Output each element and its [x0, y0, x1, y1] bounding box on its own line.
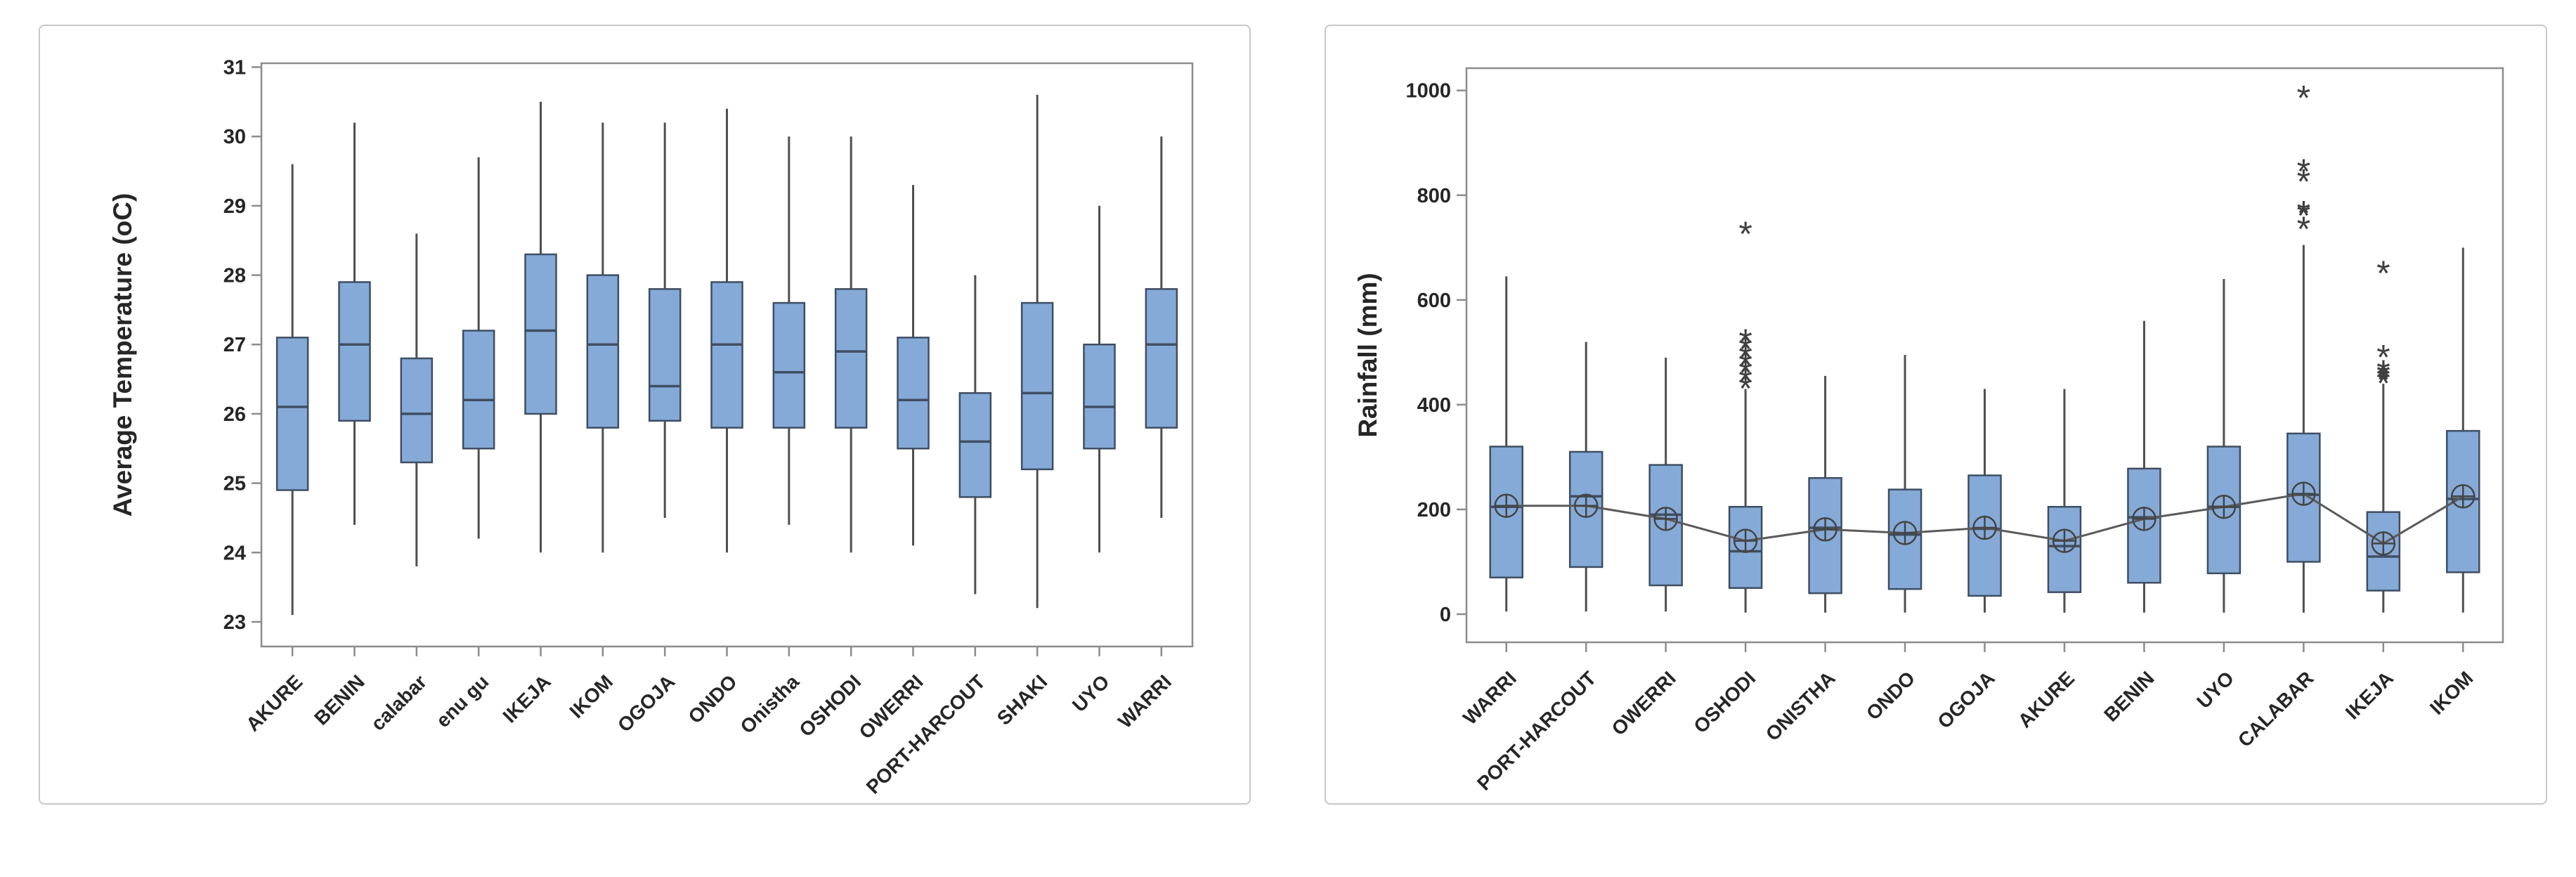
category-label: OSHODI [1689, 667, 1759, 737]
outlier-star: * [2297, 209, 2310, 249]
category-label: BENIN [2100, 667, 2159, 726]
category-label: IKOM [2426, 667, 2478, 719]
y-tick-label: 23 [223, 611, 246, 634]
y-tick-label: 200 [1417, 499, 1451, 521]
y-tick-label: 27 [223, 334, 246, 356]
box [897, 337, 930, 450]
y-tick-label: 24 [223, 542, 246, 564]
category-label: IKEJA [2341, 667, 2398, 723]
outlier-star: * [1738, 322, 1752, 361]
category-label: ONDO [684, 670, 741, 727]
outlier-star: * [2376, 356, 2390, 396]
outlier-star: * [2297, 78, 2310, 117]
outlier-star: * [1738, 346, 1752, 385]
box [524, 253, 557, 415]
rainfall-chart-panel: Rainfall (mm) 0 200 400 600 800 1000 WARRI PORT… [1325, 25, 2547, 805]
outlier-star: * [2376, 254, 2390, 293]
category-label: OSHODI [795, 670, 865, 741]
category-label: OWERRI [1608, 667, 1680, 739]
temperature-y-axis-title: Average Temperature (oC) [108, 193, 137, 517]
category-label: IKEJA [499, 670, 555, 727]
y-tick-label: 1000 [1405, 80, 1451, 103]
y-tick-label: 800 [1417, 185, 1451, 207]
outlier-star: * [2297, 162, 2310, 202]
box [710, 281, 743, 429]
outlier-star: * [2297, 152, 2310, 191]
category-label: BENIN [310, 670, 369, 729]
category-label: UYO [1068, 670, 1114, 716]
category-label: OGOJA [613, 670, 679, 736]
box [1145, 288, 1178, 429]
category-label: PORT-HARCOUT [862, 670, 989, 798]
outlier-star: * [2297, 193, 2310, 233]
category-label: enu gu [432, 670, 493, 732]
category-label: IKOM [565, 670, 617, 722]
category-label: AKURE [242, 670, 306, 735]
temperature-boxplot: Average Temperature (oC) 23 24 25 26 27 28 29 3… [108, 57, 1194, 798]
category-label: Onistha [736, 670, 803, 738]
y-tick-label: 25 [223, 473, 246, 495]
y-tick-label: 600 [1417, 290, 1451, 312]
category-label: OGOJA [1933, 667, 1998, 732]
outlier-star: * [2376, 364, 2390, 403]
category-label: ONISTHA [1762, 667, 1840, 745]
outlier-star: * [1738, 361, 1752, 401]
box [834, 288, 868, 429]
category-label: calabar [367, 670, 431, 734]
y-tick-label: 26 [223, 403, 246, 426]
outlier-star: * [1738, 369, 1752, 408]
outlier-star: * [1738, 214, 1752, 254]
outlier-star: * [2376, 337, 2390, 377]
box [462, 330, 495, 450]
outlier-star: * [1738, 337, 1752, 377]
y-tick-label: 30 [223, 126, 246, 148]
box [275, 337, 309, 491]
outlier-star: * [2376, 360, 2390, 399]
category-label: WARRI [1114, 670, 1176, 732]
y-tick-label: 31 [223, 57, 246, 79]
outlier-star: * [2297, 196, 2310, 235]
y-tick-label: 0 [1440, 604, 1451, 626]
box [772, 301, 806, 429]
box [400, 357, 434, 464]
rainfall-y-axis-title: Rainfall (mm) [1353, 273, 1382, 437]
category-label: CALABAR [2234, 667, 2318, 751]
outlier-star: * [1738, 330, 1752, 369]
category-label: AKURE [2014, 667, 2079, 732]
box [958, 392, 992, 498]
outlier-star: * [1738, 353, 1752, 393]
rainfall-boxplot: Rainfall (mm) 02004006008001000WARRIPORT… [1353, 67, 2504, 795]
category-label: WARRI [1459, 667, 1521, 729]
y-tick-label: 29 [223, 195, 246, 218]
box [338, 281, 371, 422]
y-tick-label: 400 [1417, 394, 1451, 417]
category-label: UYO [2192, 667, 2238, 713]
box [1020, 301, 1054, 471]
category-label: ONDO [1862, 667, 1919, 724]
category-label: SHAKI [993, 670, 1052, 729]
box [586, 274, 620, 429]
outlier-star: * [2376, 353, 2390, 392]
box [1083, 343, 1116, 450]
temperature-chart-panel: Average Temperature (oC) 23 24 25 26 27 28 29 3… [39, 25, 1251, 805]
box [648, 288, 682, 422]
y-tick-label: 28 [223, 265, 246, 287]
